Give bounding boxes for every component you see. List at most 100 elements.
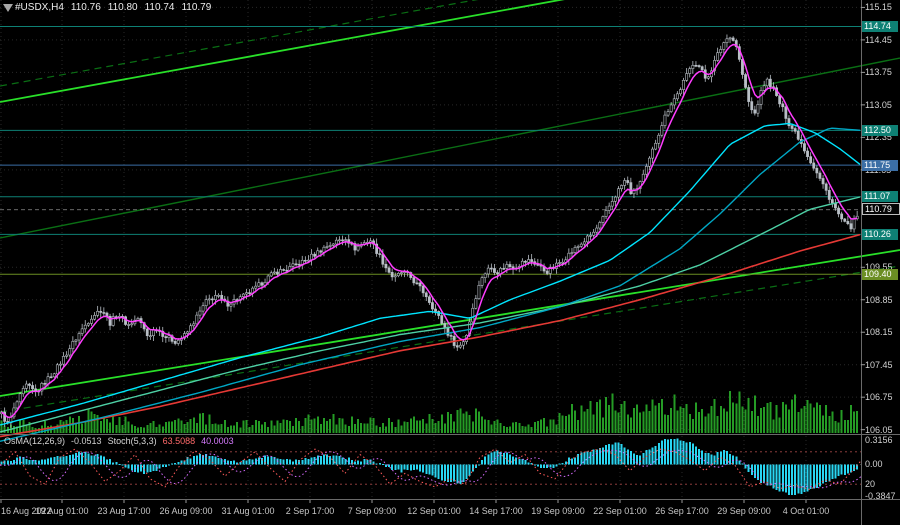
candle-body	[40, 383, 44, 392]
volume-bar	[397, 419, 400, 433]
volume-bar	[512, 422, 515, 433]
candle-body	[62, 356, 65, 365]
volume-bar	[772, 419, 775, 433]
candle-body	[852, 218, 856, 230]
volume-bar	[766, 402, 769, 433]
osma-bar	[691, 443, 694, 465]
osma-bar	[50, 457, 53, 465]
volume-bar	[459, 408, 462, 433]
candle-body	[325, 246, 329, 248]
candle-body	[59, 363, 62, 366]
osma-bar	[713, 455, 716, 465]
volume-bar	[546, 426, 549, 433]
candle-body	[145, 328, 149, 337]
osma-bar	[791, 464, 794, 496]
candle-body	[353, 243, 357, 251]
candle-body	[214, 295, 217, 300]
osma-bar	[459, 464, 462, 485]
candle-body	[207, 298, 211, 301]
volume-bar	[608, 404, 611, 433]
candle-body	[93, 315, 96, 320]
volume-bar	[16, 426, 19, 433]
osma-bar	[477, 464, 480, 466]
candle-body	[787, 118, 791, 127]
volume-bar	[738, 391, 741, 433]
osma-bar	[84, 452, 87, 465]
candle-body	[685, 73, 689, 81]
trendline	[0, 0, 565, 103]
candle-body	[657, 134, 661, 144]
volume-bar	[121, 424, 124, 433]
candle-body	[815, 167, 819, 174]
osma-bar	[357, 460, 360, 465]
osma-bar	[629, 451, 632, 465]
volume-bar	[648, 410, 651, 433]
volume-bar	[118, 416, 121, 433]
osma-bar	[539, 464, 542, 468]
candle-body	[623, 180, 627, 186]
volume-bar	[350, 416, 353, 433]
volume-bar	[71, 418, 74, 433]
candle-body	[731, 37, 735, 41]
candle-body	[601, 216, 605, 223]
osma-bar	[487, 454, 490, 465]
volume-bar	[716, 416, 719, 433]
osma-bar	[667, 439, 670, 465]
osma-bar	[654, 445, 657, 465]
candle-body	[74, 339, 78, 342]
volume-bar	[651, 399, 654, 433]
volume-bar	[28, 422, 31, 433]
osma-bar	[211, 456, 214, 465]
osma-bar	[564, 461, 567, 465]
triangle-down-icon[interactable]	[3, 4, 13, 12]
volume-bar	[344, 424, 347, 433]
candle-body	[152, 329, 155, 336]
candle-body	[570, 252, 574, 254]
osma-bar	[775, 464, 778, 491]
candle-body	[226, 300, 230, 307]
volume-bar	[291, 426, 294, 433]
volume-bar	[468, 414, 471, 433]
volume-bar	[127, 421, 130, 433]
candle-body	[43, 383, 47, 385]
volume-bar	[93, 413, 96, 433]
volume-bar	[102, 417, 105, 433]
volume-bar	[310, 419, 313, 433]
osma-bar	[794, 464, 797, 495]
osma-bar	[837, 464, 840, 477]
osma-bar	[490, 452, 493, 465]
candle-body	[393, 275, 397, 278]
candle-body	[610, 201, 614, 207]
candle-body	[716, 52, 720, 61]
candle-body	[843, 218, 847, 222]
volume-bar	[840, 410, 843, 433]
osma-bar	[508, 454, 511, 465]
volume-bar	[450, 413, 453, 433]
volume-bar	[403, 421, 406, 433]
volume-bar	[484, 419, 487, 433]
osma-bar	[853, 464, 856, 472]
osma-bar	[164, 464, 167, 467]
volume-bar	[304, 418, 307, 433]
candle-body	[384, 263, 388, 269]
osma-bar	[499, 451, 502, 465]
volume-bar	[694, 402, 697, 433]
volume-bar	[109, 422, 112, 433]
volume-bar	[25, 425, 28, 433]
osma-bar	[543, 464, 546, 469]
candle-body	[248, 292, 251, 295]
volume-bar	[791, 399, 794, 433]
candle-body	[744, 74, 747, 88]
stoch-main-line	[0, 448, 862, 491]
osma-bar	[254, 458, 257, 465]
osma-bar	[233, 460, 236, 465]
osma-bar	[31, 460, 34, 465]
osma-bar	[766, 464, 769, 486]
volume-bar	[502, 425, 505, 433]
volume-bar	[567, 414, 570, 433]
candle-body	[96, 311, 100, 316]
volume-bar	[130, 424, 133, 433]
candle-body	[840, 213, 844, 220]
candle-body	[307, 259, 310, 262]
